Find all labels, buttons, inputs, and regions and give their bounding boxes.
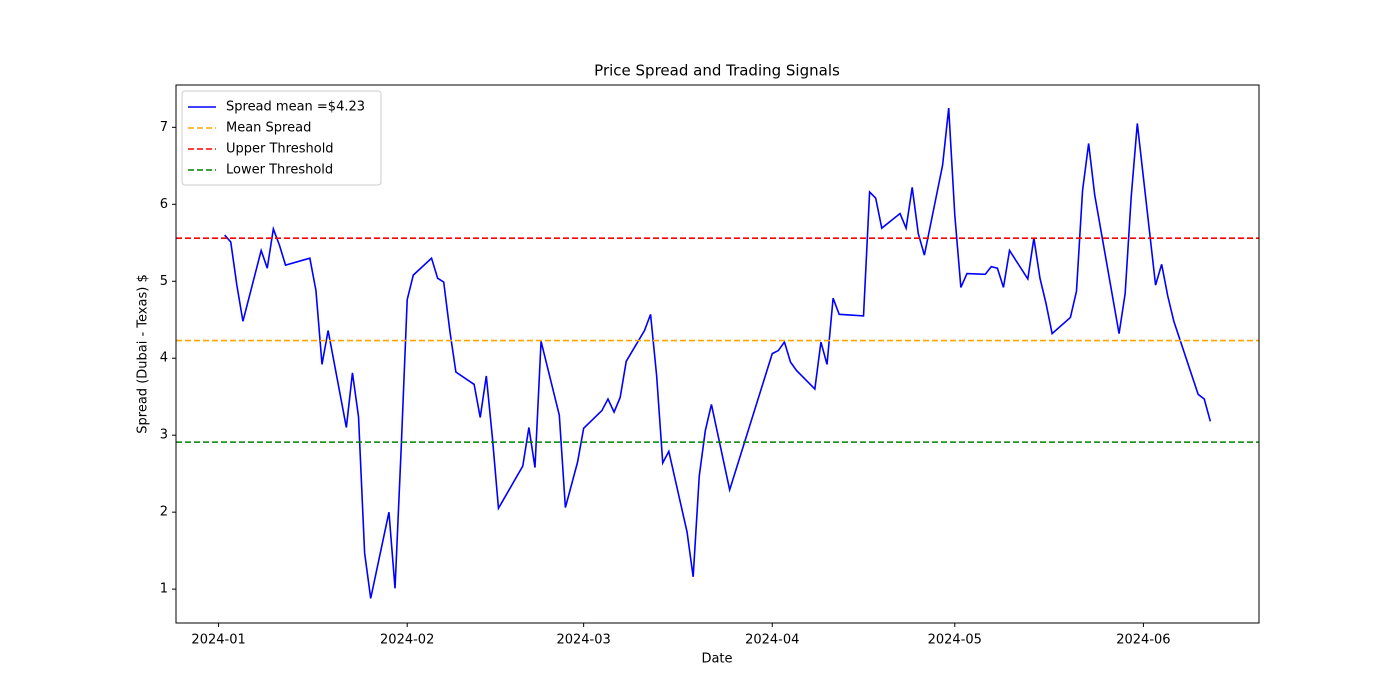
x-axis-label: Date [701,652,732,667]
legend-label: Spread mean =$4.23 [226,100,365,115]
plot-frame [175,84,1260,624]
y-tick-label: 6 [160,197,168,212]
y-tick-label: 5 [160,274,168,289]
y-axis-label: Spread (Dubai - Texas) $ [136,274,151,433]
y-tick-label: 7 [160,120,168,135]
x-tick-label: 2024-03 [556,633,610,648]
y-tick-label: 3 [160,428,168,443]
chart-title: Price Spread and Trading Signals [594,62,840,80]
spread-line [224,108,1212,599]
y-tick-label: 4 [160,351,168,366]
x-tick-label: 2024-06 [1116,633,1170,648]
legend-box [181,90,382,186]
legend-label: Mean Spread [226,121,311,136]
legend-label: Upper Threshold [226,142,334,157]
x-tick-label: 2024-05 [928,633,982,648]
y-tick-label: 1 [160,582,168,597]
y-tick-label: 2 [160,505,168,520]
x-tick-label: 2024-01 [191,633,245,648]
legend-label: Lower Threshold [226,163,333,178]
x-tick-label: 2024-04 [745,633,799,648]
x-tick-label: 2024-02 [380,633,434,648]
